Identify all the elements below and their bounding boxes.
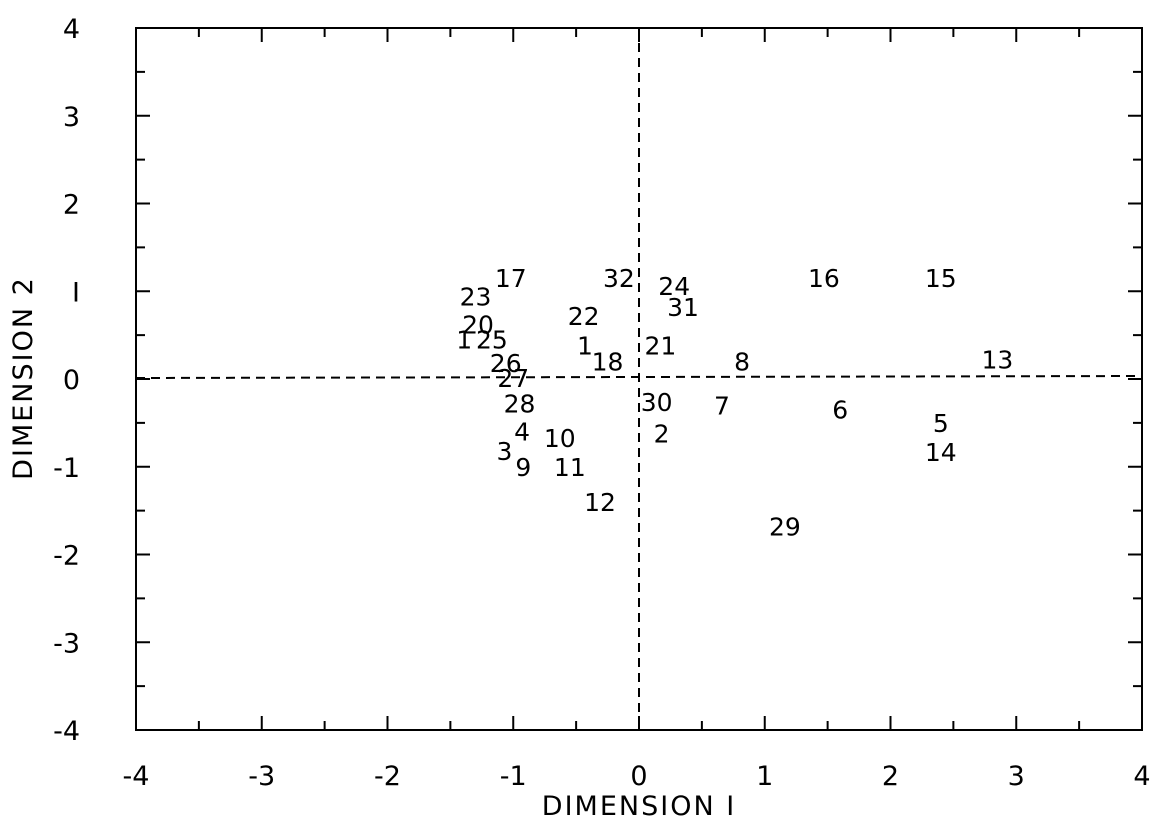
- point-label: 9: [515, 453, 531, 482]
- x-tick-labels: -4 -3 -2 -1 0 1 2 3 4: [123, 761, 1151, 792]
- x-tick-label: -1: [500, 761, 527, 792]
- point-label: 18: [592, 347, 624, 376]
- x-tick-label: 0: [630, 761, 647, 792]
- point-label: 1: [577, 332, 593, 361]
- reference-lines: [135, 28, 1143, 730]
- y-axis-label: DIMENSION 2: [8, 276, 39, 480]
- reference-line-horizontal: [135, 375, 1143, 379]
- point-label: 26: [490, 349, 522, 378]
- point-label: 31: [667, 293, 699, 322]
- point-label: 21: [644, 332, 676, 361]
- y-tick-label: -1: [53, 453, 80, 484]
- y-tick-label: -3: [53, 628, 80, 659]
- point-label: 17: [495, 264, 527, 293]
- point-label: 6: [832, 396, 848, 425]
- y-tick-label: I: [72, 277, 80, 308]
- point-label: 8: [734, 347, 750, 376]
- point-label: 29: [769, 512, 801, 541]
- point-label: 10: [544, 424, 576, 453]
- x-tick-label: 2: [882, 761, 899, 792]
- point-label: 15: [925, 264, 957, 293]
- point-label: 5: [933, 409, 949, 438]
- point-label: 7: [714, 391, 730, 420]
- axis-ticks: [135, 27, 1143, 731]
- y-tick-label: 2: [63, 190, 80, 221]
- point-label: 1: [456, 326, 472, 355]
- y-tick-labels: -4 -3 -2 -1 0 I 2 3 4: [53, 14, 80, 747]
- x-tick-label: -3: [248, 761, 275, 792]
- point-label: 23: [460, 283, 492, 312]
- point-label: 14: [925, 438, 957, 467]
- x-axis-label: DIMENSION I: [542, 791, 736, 822]
- y-tick-label: 3: [63, 102, 80, 133]
- point-label: 32: [603, 264, 635, 293]
- x-tick-label: 3: [1008, 761, 1025, 792]
- x-tick-label: 1: [756, 761, 773, 792]
- point-label: 2: [654, 419, 670, 448]
- point-label: 13: [981, 346, 1013, 375]
- point-label: 16: [808, 264, 840, 293]
- point-label: 28: [504, 390, 536, 419]
- point-label: 30: [641, 388, 673, 417]
- point-label: 11: [554, 453, 586, 482]
- y-tick-label: -4: [53, 716, 80, 747]
- y-tick-label: 0: [63, 365, 80, 396]
- point-label: 4: [514, 418, 530, 447]
- point-label: 25: [476, 326, 508, 355]
- point-label: 20: [462, 311, 494, 340]
- y-tick-label: -2: [53, 541, 80, 572]
- x-tick-label: -2: [374, 761, 401, 792]
- x-tick-label: 4: [1133, 761, 1150, 792]
- y-tick-label: 4: [63, 14, 80, 45]
- point-label: 12: [584, 488, 616, 517]
- point-label: 22: [568, 302, 600, 331]
- point-label: 27: [497, 364, 529, 393]
- point-label: 3: [496, 437, 512, 466]
- point-label: 24: [658, 272, 690, 301]
- x-tick-label: -4: [123, 761, 150, 792]
